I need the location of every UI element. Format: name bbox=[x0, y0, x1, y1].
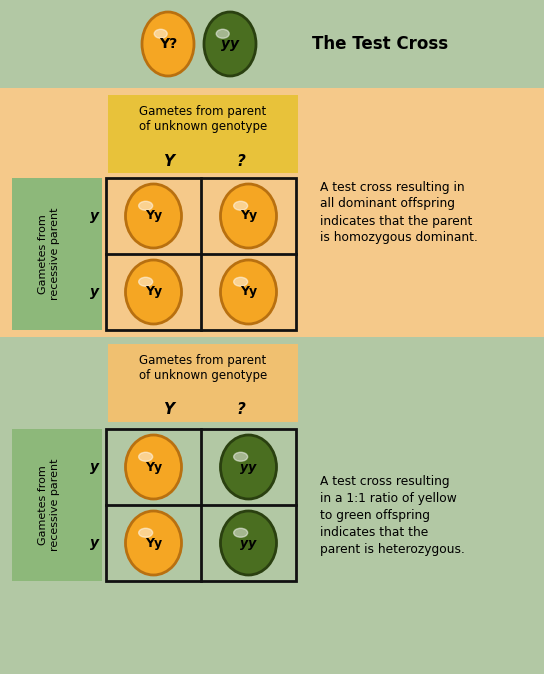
Text: Yy: Yy bbox=[240, 210, 257, 222]
Text: Yy: Yy bbox=[240, 286, 257, 299]
Text: Gametes from parent
of unknown genotype: Gametes from parent of unknown genotype bbox=[139, 105, 267, 133]
Text: Gametes from
recessive parent: Gametes from recessive parent bbox=[38, 459, 60, 551]
Ellipse shape bbox=[139, 277, 153, 286]
Text: The Test Cross: The Test Cross bbox=[312, 35, 448, 53]
Text: y: y bbox=[90, 209, 100, 223]
Ellipse shape bbox=[204, 12, 256, 76]
Text: y: y bbox=[90, 460, 100, 474]
FancyBboxPatch shape bbox=[106, 178, 296, 330]
Text: A test cross resulting in
all dominant offspring
indicates that the parent
is ho: A test cross resulting in all dominant o… bbox=[320, 181, 478, 245]
Text: yy: yy bbox=[221, 37, 239, 51]
Text: yy: yy bbox=[240, 460, 257, 474]
Ellipse shape bbox=[142, 12, 194, 76]
Text: y: y bbox=[90, 285, 100, 299]
Ellipse shape bbox=[220, 260, 276, 324]
Text: Y: Y bbox=[163, 402, 174, 417]
Ellipse shape bbox=[139, 452, 153, 461]
Ellipse shape bbox=[234, 202, 248, 210]
Text: A test cross resulting
in a 1:1 ratio of yellow
to green offspring
indicates tha: A test cross resulting in a 1:1 ratio of… bbox=[320, 475, 465, 556]
Text: Gametes from
recessive parent: Gametes from recessive parent bbox=[38, 208, 60, 300]
Ellipse shape bbox=[139, 528, 153, 537]
Ellipse shape bbox=[234, 528, 248, 537]
Text: yy: yy bbox=[240, 537, 257, 549]
FancyBboxPatch shape bbox=[106, 429, 296, 581]
Ellipse shape bbox=[220, 184, 276, 248]
Text: Yy: Yy bbox=[145, 537, 162, 549]
Ellipse shape bbox=[234, 452, 248, 461]
Ellipse shape bbox=[234, 277, 248, 286]
FancyBboxPatch shape bbox=[12, 429, 102, 581]
FancyBboxPatch shape bbox=[108, 344, 298, 422]
Ellipse shape bbox=[216, 29, 229, 38]
Text: Y?: Y? bbox=[159, 37, 177, 51]
Ellipse shape bbox=[126, 184, 182, 248]
Ellipse shape bbox=[220, 511, 276, 575]
Ellipse shape bbox=[154, 29, 167, 38]
Ellipse shape bbox=[126, 260, 182, 324]
Ellipse shape bbox=[220, 435, 276, 499]
FancyBboxPatch shape bbox=[0, 337, 544, 674]
Text: Yy: Yy bbox=[145, 210, 162, 222]
FancyBboxPatch shape bbox=[108, 95, 298, 173]
Text: Yy: Yy bbox=[145, 460, 162, 474]
Text: ?: ? bbox=[237, 402, 245, 417]
FancyBboxPatch shape bbox=[0, 88, 544, 337]
Text: y: y bbox=[90, 536, 100, 550]
Ellipse shape bbox=[126, 435, 182, 499]
Ellipse shape bbox=[139, 202, 153, 210]
Text: ?: ? bbox=[237, 154, 245, 168]
Ellipse shape bbox=[126, 511, 182, 575]
Text: Yy: Yy bbox=[145, 286, 162, 299]
Text: Gametes from parent
of unknown genotype: Gametes from parent of unknown genotype bbox=[139, 354, 267, 382]
Text: Y: Y bbox=[163, 154, 174, 168]
FancyBboxPatch shape bbox=[12, 178, 102, 330]
